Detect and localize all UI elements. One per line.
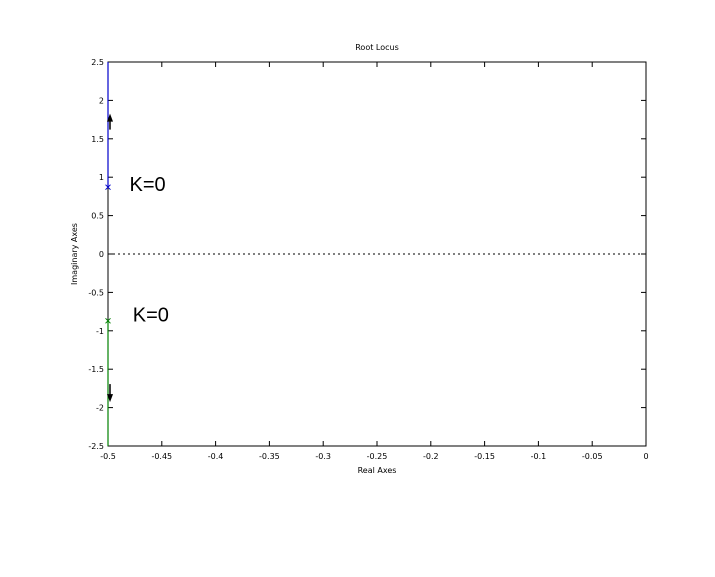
y-tick-label: 2 — [99, 96, 104, 105]
y-axis-label: Imaginary Axes — [70, 223, 79, 285]
y-tick-label: 0.5 — [91, 212, 104, 221]
y-tick-label: -2 — [96, 404, 104, 413]
pole-marker — [105, 184, 111, 191]
pole-marker — [105, 317, 111, 324]
direction-arrow — [107, 113, 113, 122]
y-tick-label: 0 — [99, 250, 104, 259]
y-axis-ticks: 2.5 2 1.5 1 0.5 0 -0.5 -1 -1.5 -2 -2.5 — [88, 58, 646, 451]
direction-arrow — [107, 394, 113, 403]
y-tick-label: -1 — [96, 327, 104, 336]
annotation-label: K=0 — [130, 174, 166, 196]
x-tick-label: -0.15 — [474, 452, 495, 461]
x-tick-label: -0.2 — [423, 452, 439, 461]
y-tick-label: 1.5 — [91, 135, 104, 144]
chart-title: Root Locus — [355, 43, 399, 52]
y-tick-label: 2.5 — [91, 58, 104, 67]
y-tick-label: 1 — [99, 173, 104, 182]
annotation-label: K=0 — [133, 305, 169, 327]
x-tick-label: -0.3 — [315, 452, 331, 461]
x-tick-label: -0.1 — [531, 452, 547, 461]
y-tick-label: -1.5 — [88, 365, 104, 374]
x-tick-label: 0 — [643, 452, 648, 461]
x-tick-label: -0.05 — [582, 452, 603, 461]
x-axis-label: Real Axes — [358, 466, 397, 475]
y-tick-label: -2.5 — [88, 442, 104, 451]
annotation-layer: K=0 K=0 — [130, 174, 169, 327]
x-tick-label: -0.5 — [100, 452, 116, 461]
y-tick-label: -0.5 — [88, 288, 104, 297]
series-layer — [105, 62, 646, 446]
x-tick-label: -0.45 — [151, 452, 172, 461]
x-tick-label: -0.25 — [367, 452, 388, 461]
x-tick-label: -0.35 — [259, 452, 280, 461]
x-axis-ticks: -0.5 -0.45 -0.4 -0.35 -0.3 -0.25 -0.2 -0.15 -0.1… — [100, 62, 649, 461]
x-tick-label: -0.4 — [208, 452, 224, 461]
